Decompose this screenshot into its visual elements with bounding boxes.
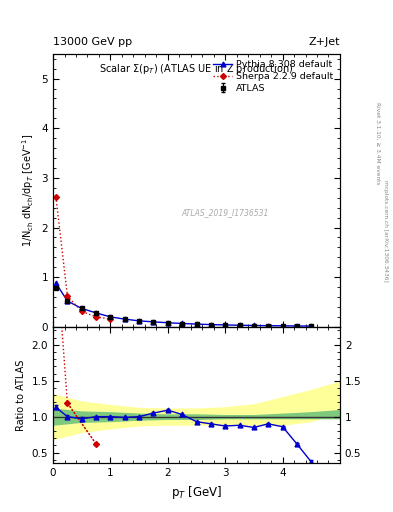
Pythia 8.308 default: [209, 322, 213, 328]
Text: Scalar $\Sigma$(p$_T$) (ATLAS UE in Z production): Scalar $\Sigma$(p$_T$) (ATLAS UE in Z pr…: [99, 62, 294, 76]
Sherpa 2.2.9 default: [94, 314, 99, 320]
Y-axis label: Ratio to ATLAS: Ratio to ATLAS: [16, 359, 26, 431]
Sherpa 2.2.9 default: [108, 316, 113, 322]
Text: ATLAS_2019_I1736531: ATLAS_2019_I1736531: [182, 208, 269, 217]
Sherpa 2.2.9 default: [53, 194, 58, 200]
Pythia 8.308 default: [295, 323, 299, 329]
Pythia 8.308 default: [180, 321, 185, 327]
Pythia 8.308 default: [165, 319, 170, 326]
Pythia 8.308 default: [252, 323, 256, 329]
Line: Pythia 8.308 default: Pythia 8.308 default: [53, 281, 314, 329]
Sherpa 2.2.9 default: [65, 293, 70, 299]
Pythia 8.308 default: [237, 322, 242, 328]
Pythia 8.308 default: [194, 321, 199, 327]
Pythia 8.308 default: [79, 305, 84, 311]
Text: Rivet 3.1.10, ≥ 3.4M events: Rivet 3.1.10, ≥ 3.4M events: [376, 102, 380, 185]
Pythia 8.308 default: [137, 318, 141, 324]
Text: mcplots.cern.ch [arXiv:1306.3436]: mcplots.cern.ch [arXiv:1306.3436]: [383, 180, 387, 281]
Legend: Pythia 8.308 default, Sherpa 2.2.9 default, ATLAS: Pythia 8.308 default, Sherpa 2.2.9 defau…: [209, 57, 337, 97]
Pythia 8.308 default: [266, 323, 270, 329]
Pythia 8.308 default: [94, 310, 99, 316]
Pythia 8.308 default: [309, 323, 314, 329]
Line: Sherpa 2.2.9 default: Sherpa 2.2.9 default: [54, 195, 112, 321]
Pythia 8.308 default: [223, 322, 228, 328]
Pythia 8.308 default: [65, 298, 70, 304]
Text: Z+Jet: Z+Jet: [309, 37, 340, 47]
Pythia 8.308 default: [53, 280, 58, 286]
Text: 13000 GeV pp: 13000 GeV pp: [53, 37, 132, 47]
Pythia 8.308 default: [151, 319, 156, 325]
Pythia 8.308 default: [123, 316, 127, 322]
Y-axis label: 1/N$_{\rm ch}$ dN$_{\rm ch}$/dp$_T$ [GeV$^{-1}$]: 1/N$_{\rm ch}$ dN$_{\rm ch}$/dp$_T$ [GeV…: [20, 134, 36, 247]
X-axis label: p$_T$ [GeV]: p$_T$ [GeV]: [171, 484, 222, 501]
Sherpa 2.2.9 default: [79, 308, 84, 314]
Pythia 8.308 default: [280, 323, 285, 329]
Pythia 8.308 default: [108, 314, 113, 320]
